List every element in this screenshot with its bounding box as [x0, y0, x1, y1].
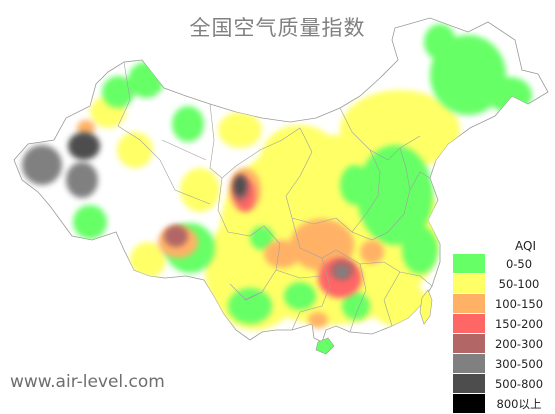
legend-title: AQI [515, 239, 536, 253]
legend-label: 100-150 [494, 296, 544, 311]
legend-label: 150-200 [494, 316, 544, 331]
province-borders [117, 61, 433, 333]
aqi-map [13, 17, 549, 355]
legend-item: 0-50 [453, 254, 553, 273]
legend-swatch [453, 274, 485, 293]
legend-swatch [453, 394, 485, 413]
map-title: 全国空气质量指数 [189, 16, 366, 40]
legend-swatch [453, 374, 485, 393]
legend-swatch [453, 354, 485, 373]
source-url: www.air-level.com [10, 372, 165, 392]
legend-item: 500-800 [453, 374, 553, 393]
legend-swatch [453, 254, 485, 273]
legend-label: 50-100 [498, 276, 540, 291]
legend-item: 50-100 [453, 274, 553, 293]
aqi-legend: AQI 0-50 50-100 100-150 150-200 200-300 300-5… [453, 238, 553, 414]
aqi-heat-layer [22, 24, 532, 330]
legend-label: 200-300 [494, 336, 544, 351]
legend-label: 0-50 [505, 256, 533, 271]
legend-item: 200-300 [453, 334, 553, 353]
legend-label: 300-500 [494, 356, 544, 371]
legend-item: 300-500 [453, 354, 553, 373]
hainan-island [315, 337, 335, 355]
taiwan-island [419, 289, 433, 325]
legend-swatch [453, 314, 485, 333]
legend-swatch [453, 334, 485, 353]
legend-item: 100-150 [453, 294, 553, 313]
legend-item: 150-200 [453, 314, 553, 333]
legend-item: 800以上 [453, 394, 553, 413]
legend-label: 800以上 [496, 396, 542, 411]
legend-swatch [453, 294, 485, 313]
legend-label: 500-800 [494, 376, 544, 391]
